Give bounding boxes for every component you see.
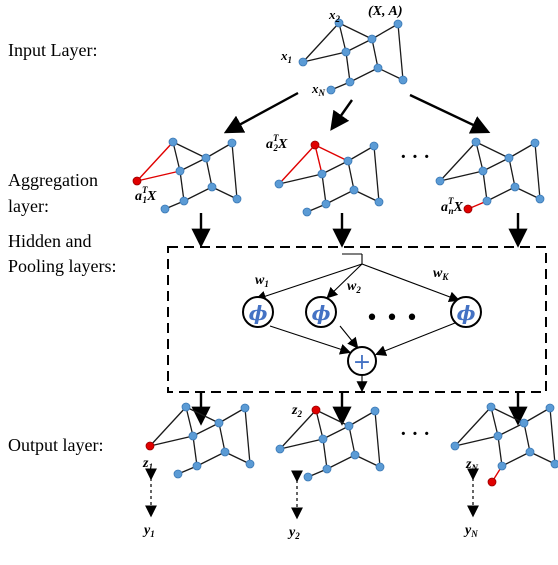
output-graph-1 xyxy=(145,402,255,479)
label-x1: x1 xyxy=(280,48,292,65)
phi-symbol-2: ϕ xyxy=(312,301,331,325)
pooling-sum-node xyxy=(347,346,377,376)
label-a2TX: aT 2X xyxy=(266,133,288,153)
label-y1: y1 xyxy=(142,523,155,539)
label-hidden-layer-line1: Hidden and xyxy=(8,231,91,251)
arrow-input-to-agg-mid xyxy=(330,99,353,131)
arrow-input-to-agg-right xyxy=(409,93,491,134)
hidden-ellipsis: • • • xyxy=(366,306,419,331)
label-z1: z1 xyxy=(142,456,153,472)
phi-node-2 xyxy=(305,296,337,328)
input-graph xyxy=(298,18,408,95)
phi-symbol-1: ϕ xyxy=(249,301,268,325)
label-input-layer: Input Layer: xyxy=(8,40,97,60)
label-aggregation-layer-line1: Aggregation xyxy=(8,170,98,190)
label-anTX: aT nX xyxy=(441,196,464,216)
aggregation-graph-1 xyxy=(132,137,242,214)
label-y2: y2 xyxy=(287,525,300,541)
label-w2: w2 xyxy=(347,279,361,295)
output-graph-2 xyxy=(275,405,385,482)
arrow-input-to-agg-left xyxy=(223,91,299,134)
aggregation-graph-n xyxy=(435,137,545,214)
label-yN: yN xyxy=(463,523,478,539)
aggregation-ellipsis: · · · xyxy=(400,146,430,168)
label-wK: wK xyxy=(433,266,449,282)
aggregation-graph-2 xyxy=(274,140,384,217)
label-aggregation-layer-line2: layer: xyxy=(8,196,49,216)
plus-icon: + xyxy=(353,350,371,375)
hidden-pooling-network xyxy=(254,253,461,393)
phi-node-1 xyxy=(242,296,274,328)
label-hidden-layer-line2: Pooling layers: xyxy=(8,256,117,276)
label-xN: xN xyxy=(311,81,326,98)
output-graph-n xyxy=(450,402,558,487)
label-x2: x2 xyxy=(328,7,341,24)
phi-node-k xyxy=(450,296,482,328)
output-ellipsis: · · · xyxy=(400,423,430,445)
label-X-A: (X, A) xyxy=(368,4,402,19)
phi-symbol-k: ϕ xyxy=(457,301,476,325)
label-zN: zN xyxy=(465,457,478,473)
label-a1TX: aT 1X xyxy=(135,185,157,205)
label-z2: z2 xyxy=(291,403,302,419)
label-output-layer: Output layer: xyxy=(8,435,103,455)
label-w1: w1 xyxy=(255,273,269,289)
